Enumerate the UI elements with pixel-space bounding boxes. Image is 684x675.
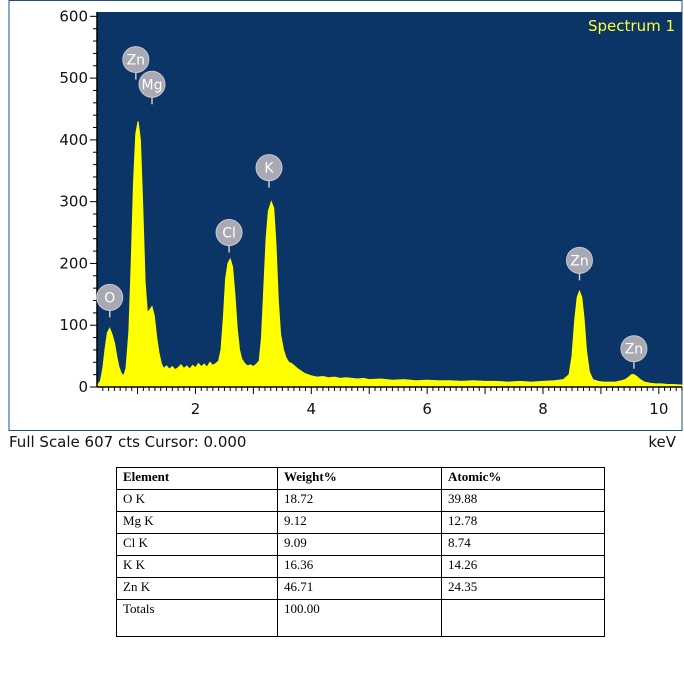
- header-element: Element: [116, 467, 278, 490]
- table-row: Zn K 46.71 24.35: [116, 577, 605, 600]
- header-atomic-percent: Atomic%: [441, 467, 605, 490]
- peak-label: O: [104, 290, 115, 306]
- header-weight-percent: Weight%: [277, 467, 442, 490]
- cell-element: O K: [116, 489, 278, 512]
- cell-weight: 9.09: [277, 533, 442, 556]
- y-tick-label: 200: [59, 254, 88, 272]
- peak-label-marker: [96, 283, 124, 311]
- table-row: Mg K 9.12 12.78: [116, 511, 605, 534]
- cell-element: Mg K: [116, 511, 278, 534]
- cell-weight: 100.00: [277, 599, 442, 637]
- spectrum-title: Spectrum 1: [588, 17, 675, 35]
- cell-element: Cl K: [116, 533, 278, 556]
- cell-atomic: 14.26: [441, 555, 605, 578]
- cell-weight: 18.72: [277, 489, 442, 512]
- spectrum-plot: 0 100 200 300 400 500 600 2 4 6 8 10 Spectrum 1 O Zn Mg…: [8, 0, 683, 431]
- cell-atomic: 24.35: [441, 577, 605, 600]
- cell-element: K K: [116, 555, 278, 578]
- spectrum-chart: 0 100 200 300 400 500 600 2 4 6 8 10 Spectrum 1 O Zn Mg…: [8, 0, 683, 431]
- peak-label-marker: [138, 70, 166, 98]
- cell-atomic: 12.78: [441, 511, 605, 534]
- cell-atomic: 39.88: [441, 489, 605, 512]
- y-tick-label: 0: [78, 378, 88, 396]
- x-tick-label: 8: [538, 400, 548, 418]
- x-tick-label: 2: [191, 400, 201, 418]
- cell-weight: 9.12: [277, 511, 442, 534]
- x-axis-unit-label: keV: [648, 433, 676, 451]
- peak-label: K: [264, 161, 274, 177]
- peak-label-marker: [215, 219, 243, 247]
- peak-label: Zn: [127, 53, 145, 69]
- table-row: K K 16.36 14.26: [116, 555, 605, 578]
- peak-label-marker: [255, 154, 283, 182]
- y-tick-label: 500: [59, 69, 88, 87]
- peak-label-marker: [620, 335, 648, 363]
- cell-weight: 16.36: [277, 555, 442, 578]
- cell-element: Totals: [116, 599, 278, 637]
- table-row: O K 18.72 39.88: [116, 489, 605, 512]
- y-tick-label: 100: [59, 316, 88, 334]
- table-row: Cl K 9.09 8.74: [116, 533, 605, 556]
- spectrum-series: [96, 121, 683, 388]
- cell-atomic: [441, 599, 605, 637]
- peak-label: Cl: [222, 226, 236, 242]
- x-tick-label: 4: [307, 400, 317, 418]
- cell-element: Zn K: [116, 577, 278, 600]
- peak-label: Zn: [625, 342, 643, 358]
- table-row-totals: Totals 100.00: [116, 599, 605, 637]
- x-tick-label: 6: [422, 400, 432, 418]
- x-tick-label: 10: [649, 400, 668, 418]
- full-scale-cursor-readout: Full Scale 607 cts Cursor: 0.000: [9, 433, 247, 451]
- table-header-row: Element Weight% Atomic%: [116, 467, 605, 490]
- y-tick-label: 300: [59, 193, 88, 211]
- peak-label-marker: [122, 46, 150, 74]
- cell-weight: 46.71: [277, 577, 442, 600]
- cell-atomic: 8.74: [441, 533, 605, 556]
- y-tick-label: 600: [59, 7, 88, 25]
- peak-label: Zn: [570, 253, 588, 269]
- peak-label-marker: [565, 246, 593, 274]
- peak-label: Mg: [142, 77, 163, 93]
- element-composition-table: Element Weight% Atomic% O K 18.72 39.88 …: [116, 467, 605, 637]
- y-tick-label: 400: [59, 131, 88, 149]
- plot-background: [97, 12, 682, 387]
